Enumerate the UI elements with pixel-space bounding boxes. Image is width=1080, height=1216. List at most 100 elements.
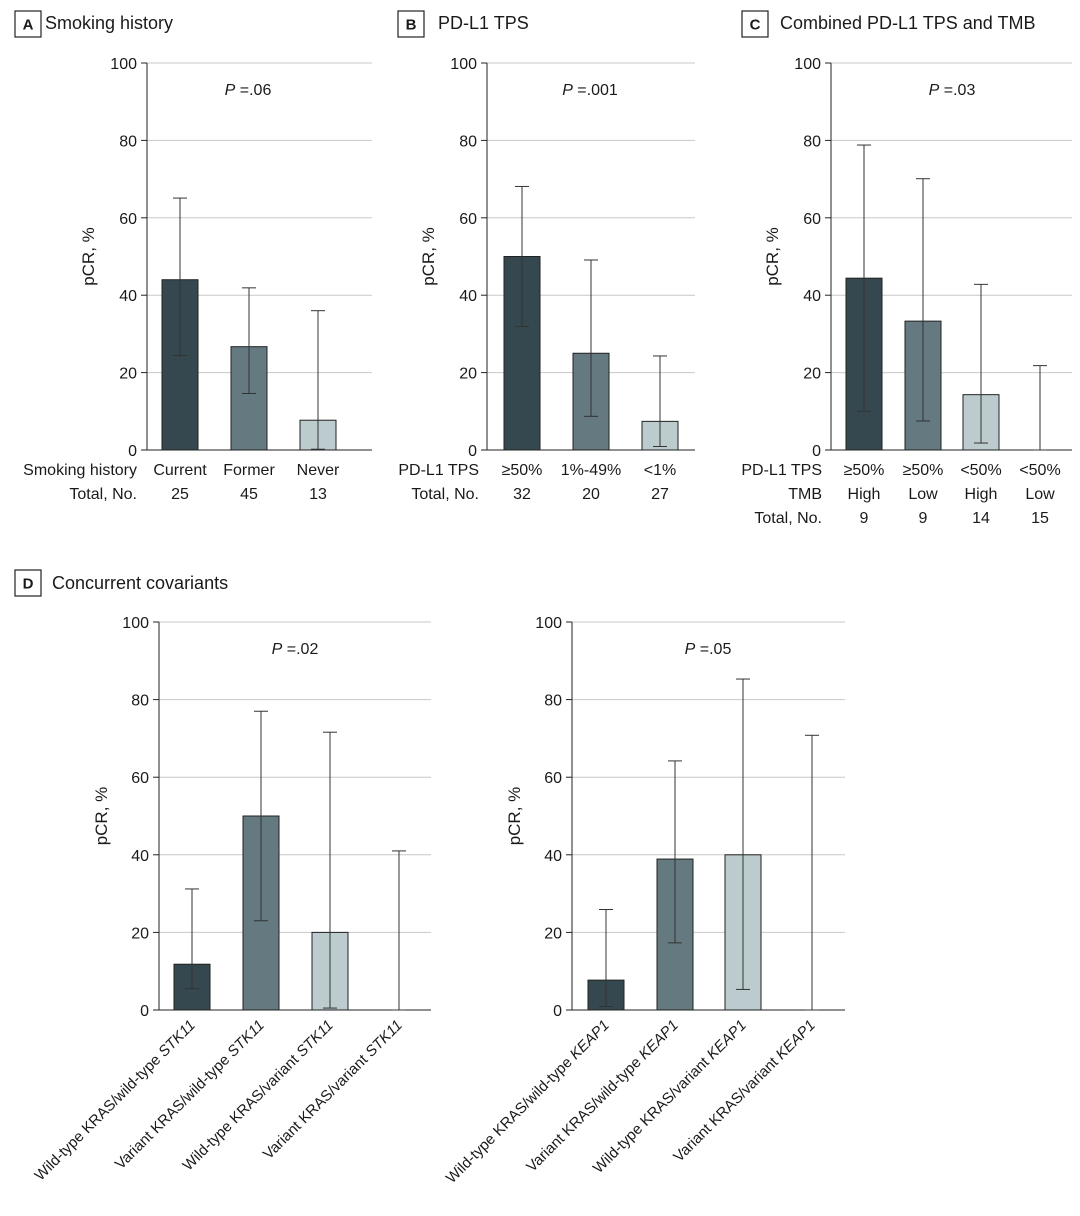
y-tick-label: 0 (140, 1003, 149, 1020)
y-axis-label: pCR, % (419, 227, 438, 286)
y-tick-label: 40 (131, 848, 149, 865)
total-label: 20 (582, 486, 600, 503)
total-label: 45 (240, 486, 258, 503)
total-label: 9 (860, 510, 869, 527)
p-value-annotation: P =.06 (225, 82, 272, 99)
y-axis-label: pCR, % (79, 227, 98, 286)
x-category-label: Current (153, 462, 207, 479)
panel-letter-box (741, 10, 769, 38)
y-tick-label: 0 (812, 443, 821, 460)
panel-letter: C (750, 17, 761, 34)
x-category-label: <50% (960, 462, 1001, 479)
y-tick-label: 20 (131, 925, 149, 942)
panel-title: PD-L1 TPS (438, 13, 529, 33)
x-category-label: Variant KRAS/variant STK11 (260, 1017, 406, 1163)
y-tick-label: 0 (468, 443, 477, 460)
row-label-tmb: TMB (788, 486, 822, 503)
x-category-label: Variant KRAS/variant KEAP1 (670, 1017, 819, 1166)
y-tick-label: 80 (459, 133, 477, 150)
row-label-category: Smoking history (23, 462, 137, 479)
x-category-label-part: STK11 (224, 1017, 268, 1061)
chart-panel-a: A Smoking history 0 20 40 60 80 100 pCR, % P =.06… (14, 10, 372, 503)
total-label: 9 (919, 510, 928, 527)
p-value-annotation: P =.001 (562, 82, 618, 99)
x-category-label-part: Wild-type KRAS/wild-type (443, 1051, 579, 1187)
row-label-category: PD-L1 TPS (741, 462, 822, 479)
total-label: 14 (972, 510, 990, 527)
total-label: 25 (171, 486, 189, 503)
y-tick-label: 20 (544, 925, 562, 942)
total-label: 32 (513, 486, 531, 503)
x-category-label-part: KEAP1 (773, 1017, 819, 1063)
p-symbol: P (225, 82, 236, 99)
chart-panel-d1: D Concurrent covariants 0 20 40 60 80 100 pCR, %… (14, 569, 431, 1184)
panel-letter: B (406, 17, 417, 34)
p-value: =.06 (235, 82, 271, 99)
bar (230, 346, 268, 451)
y-tick-label: 100 (794, 56, 821, 73)
x-category-label-part: Variant KRAS/wild-type (523, 1051, 647, 1175)
panel-letter: D (23, 576, 34, 593)
p-value: =.02 (282, 641, 318, 658)
bar (503, 256, 541, 451)
y-tick-label: 100 (450, 56, 477, 73)
panel-letter-box (14, 569, 42, 597)
y-tick-label: 40 (119, 288, 137, 305)
x-category-label: ≥50% (502, 462, 543, 479)
x-category-label-part: KEAP1 (704, 1017, 750, 1063)
y-tick-label: 60 (131, 770, 149, 787)
p-symbol: P (562, 82, 573, 99)
x-category-label-part: STK11 (362, 1017, 406, 1061)
bar (161, 279, 199, 451)
y-tick-label: 100 (535, 615, 562, 632)
panel-letter-box (14, 10, 42, 38)
y-tick-label: 40 (544, 848, 562, 865)
y-tick-label: 60 (544, 770, 562, 787)
p-symbol: P (929, 82, 940, 99)
x-category-label-part: STK11 (293, 1017, 337, 1061)
x-category-label: <1% (644, 462, 676, 479)
y-tick-label: 20 (803, 366, 821, 383)
row-label-total: Total, No. (754, 510, 822, 527)
p-value: =.03 (939, 82, 975, 99)
y-tick-label: 0 (553, 1003, 562, 1020)
x-category-label-part: STK11 (155, 1017, 199, 1061)
total-label: 27 (651, 486, 669, 503)
tmb-label: Low (1025, 486, 1055, 503)
x-category-label-part: KEAP1 (636, 1017, 682, 1063)
panel-letter-box (397, 10, 425, 38)
p-symbol: P (685, 641, 696, 658)
p-value-annotation: P =.03 (929, 82, 976, 99)
chart-panel-c: C Combined PD-L1 TPS and TMB 0 20 40 60 80 100 p… (741, 10, 1072, 527)
y-tick-label: 20 (459, 366, 477, 383)
y-tick-label: 80 (119, 133, 137, 150)
x-category-label: ≥50% (903, 462, 944, 479)
x-category-label-part: Wild-type KRAS/variant (179, 1048, 305, 1174)
y-axis-label: pCR, % (763, 227, 782, 286)
row-label-total: Total, No. (411, 486, 479, 503)
x-category-label: Never (297, 462, 340, 479)
p-value: =.001 (573, 82, 618, 99)
x-category-label-part: KEAP1 (567, 1017, 613, 1063)
y-tick-label: 60 (119, 211, 137, 228)
tmb-label: High (965, 486, 998, 503)
chart-panel-b: B PD-L1 TPS 0 20 40 60 80 100 pCR, % P =.001 PD-L1… (397, 10, 695, 503)
y-tick-label: 100 (122, 615, 149, 632)
y-tick-label: 20 (119, 366, 137, 383)
y-tick-label: 40 (803, 288, 821, 305)
panel-title: Combined PD-L1 TPS and TMB (780, 13, 1035, 33)
panel-letter: A (23, 17, 34, 34)
x-category-label: Wild-type KRAS/variant STK11 (179, 1017, 336, 1174)
y-tick-label: 80 (131, 693, 149, 710)
x-category-label: <50% (1019, 462, 1060, 479)
p-value-annotation: P =.02 (272, 641, 319, 658)
x-category-label-part: Variant KRAS/wild-type (112, 1048, 236, 1172)
p-value: =.05 (695, 641, 731, 658)
y-axis-label: pCR, % (92, 787, 111, 846)
y-tick-label: 80 (803, 133, 821, 150)
tmb-label: Low (908, 486, 938, 503)
chart-panel-d2: 0 20 40 60 80 100 pCR, % P =.05 Wild-type KRAS/w… (443, 615, 845, 1187)
row-label-total: Total, No. (69, 486, 137, 503)
x-category-label-part: Wild-type KRAS/variant (590, 1051, 716, 1177)
